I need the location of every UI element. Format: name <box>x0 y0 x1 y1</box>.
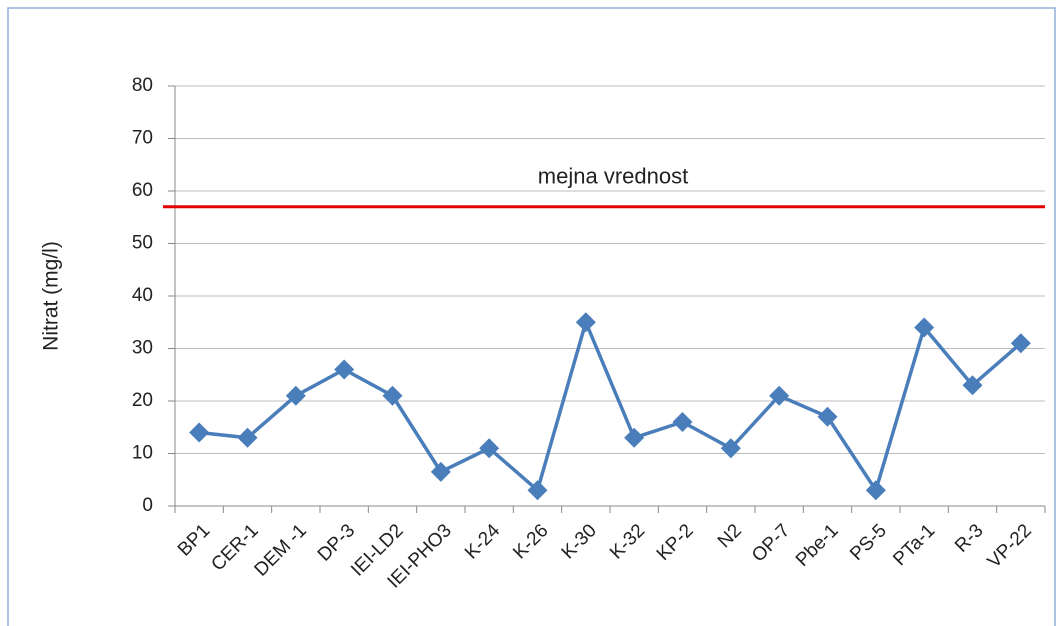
marker <box>430 461 451 482</box>
x-tick-label: R-3 <box>951 520 988 557</box>
x-tick-label: DEM -1 <box>251 520 311 580</box>
y-tick-label: 0 <box>142 495 153 516</box>
x-tick-label: K-24 <box>461 520 505 564</box>
marker <box>769 385 790 406</box>
x-tick-label: K-30 <box>558 520 601 563</box>
y-tick-label: 40 <box>132 285 153 306</box>
x-tick-label: KP-2 <box>653 520 698 565</box>
y-axis-label: Nitrat (mg/l) <box>40 241 63 351</box>
y-tick-label: 80 <box>132 75 153 96</box>
x-tick-label: PTa-1 <box>889 520 939 570</box>
marker <box>720 438 741 459</box>
marker <box>189 422 210 443</box>
marker <box>624 427 645 448</box>
x-tick-label: K-26 <box>509 520 552 563</box>
x-tick-label: PS-5 <box>846 520 891 565</box>
marker <box>672 412 693 432</box>
y-tick-label: 30 <box>132 338 153 359</box>
x-tick-label: BP1 <box>174 520 214 560</box>
marker <box>285 385 306 406</box>
marker <box>575 312 596 333</box>
x-tick-label: DP-3 <box>314 520 359 565</box>
marker <box>1010 333 1031 354</box>
y-tick-label: 70 <box>132 128 153 149</box>
x-tick-label: VP-22 <box>984 520 1036 572</box>
x-tick-label: OP-7 <box>748 520 794 566</box>
marker <box>914 317 935 338</box>
x-tick-label: Pbe-1 <box>792 520 843 571</box>
series-line <box>198 316 1022 495</box>
y-tick-label: 10 <box>132 443 153 464</box>
marker <box>527 480 548 501</box>
marker <box>237 427 258 448</box>
y-tick-label: 50 <box>132 233 153 254</box>
x-tick-label: N2 <box>714 520 746 552</box>
marker <box>382 385 403 406</box>
marker <box>962 375 983 396</box>
marker <box>334 359 355 380</box>
y-tick-label: 20 <box>132 390 153 411</box>
reference-label: mejna vrednost <box>538 164 688 189</box>
marker <box>479 438 500 459</box>
marker <box>865 480 886 501</box>
x-tick-label: K-32 <box>606 520 649 563</box>
frame <box>7 7 1056 626</box>
marker <box>817 406 838 427</box>
y-tick-label: 60 <box>132 180 153 201</box>
